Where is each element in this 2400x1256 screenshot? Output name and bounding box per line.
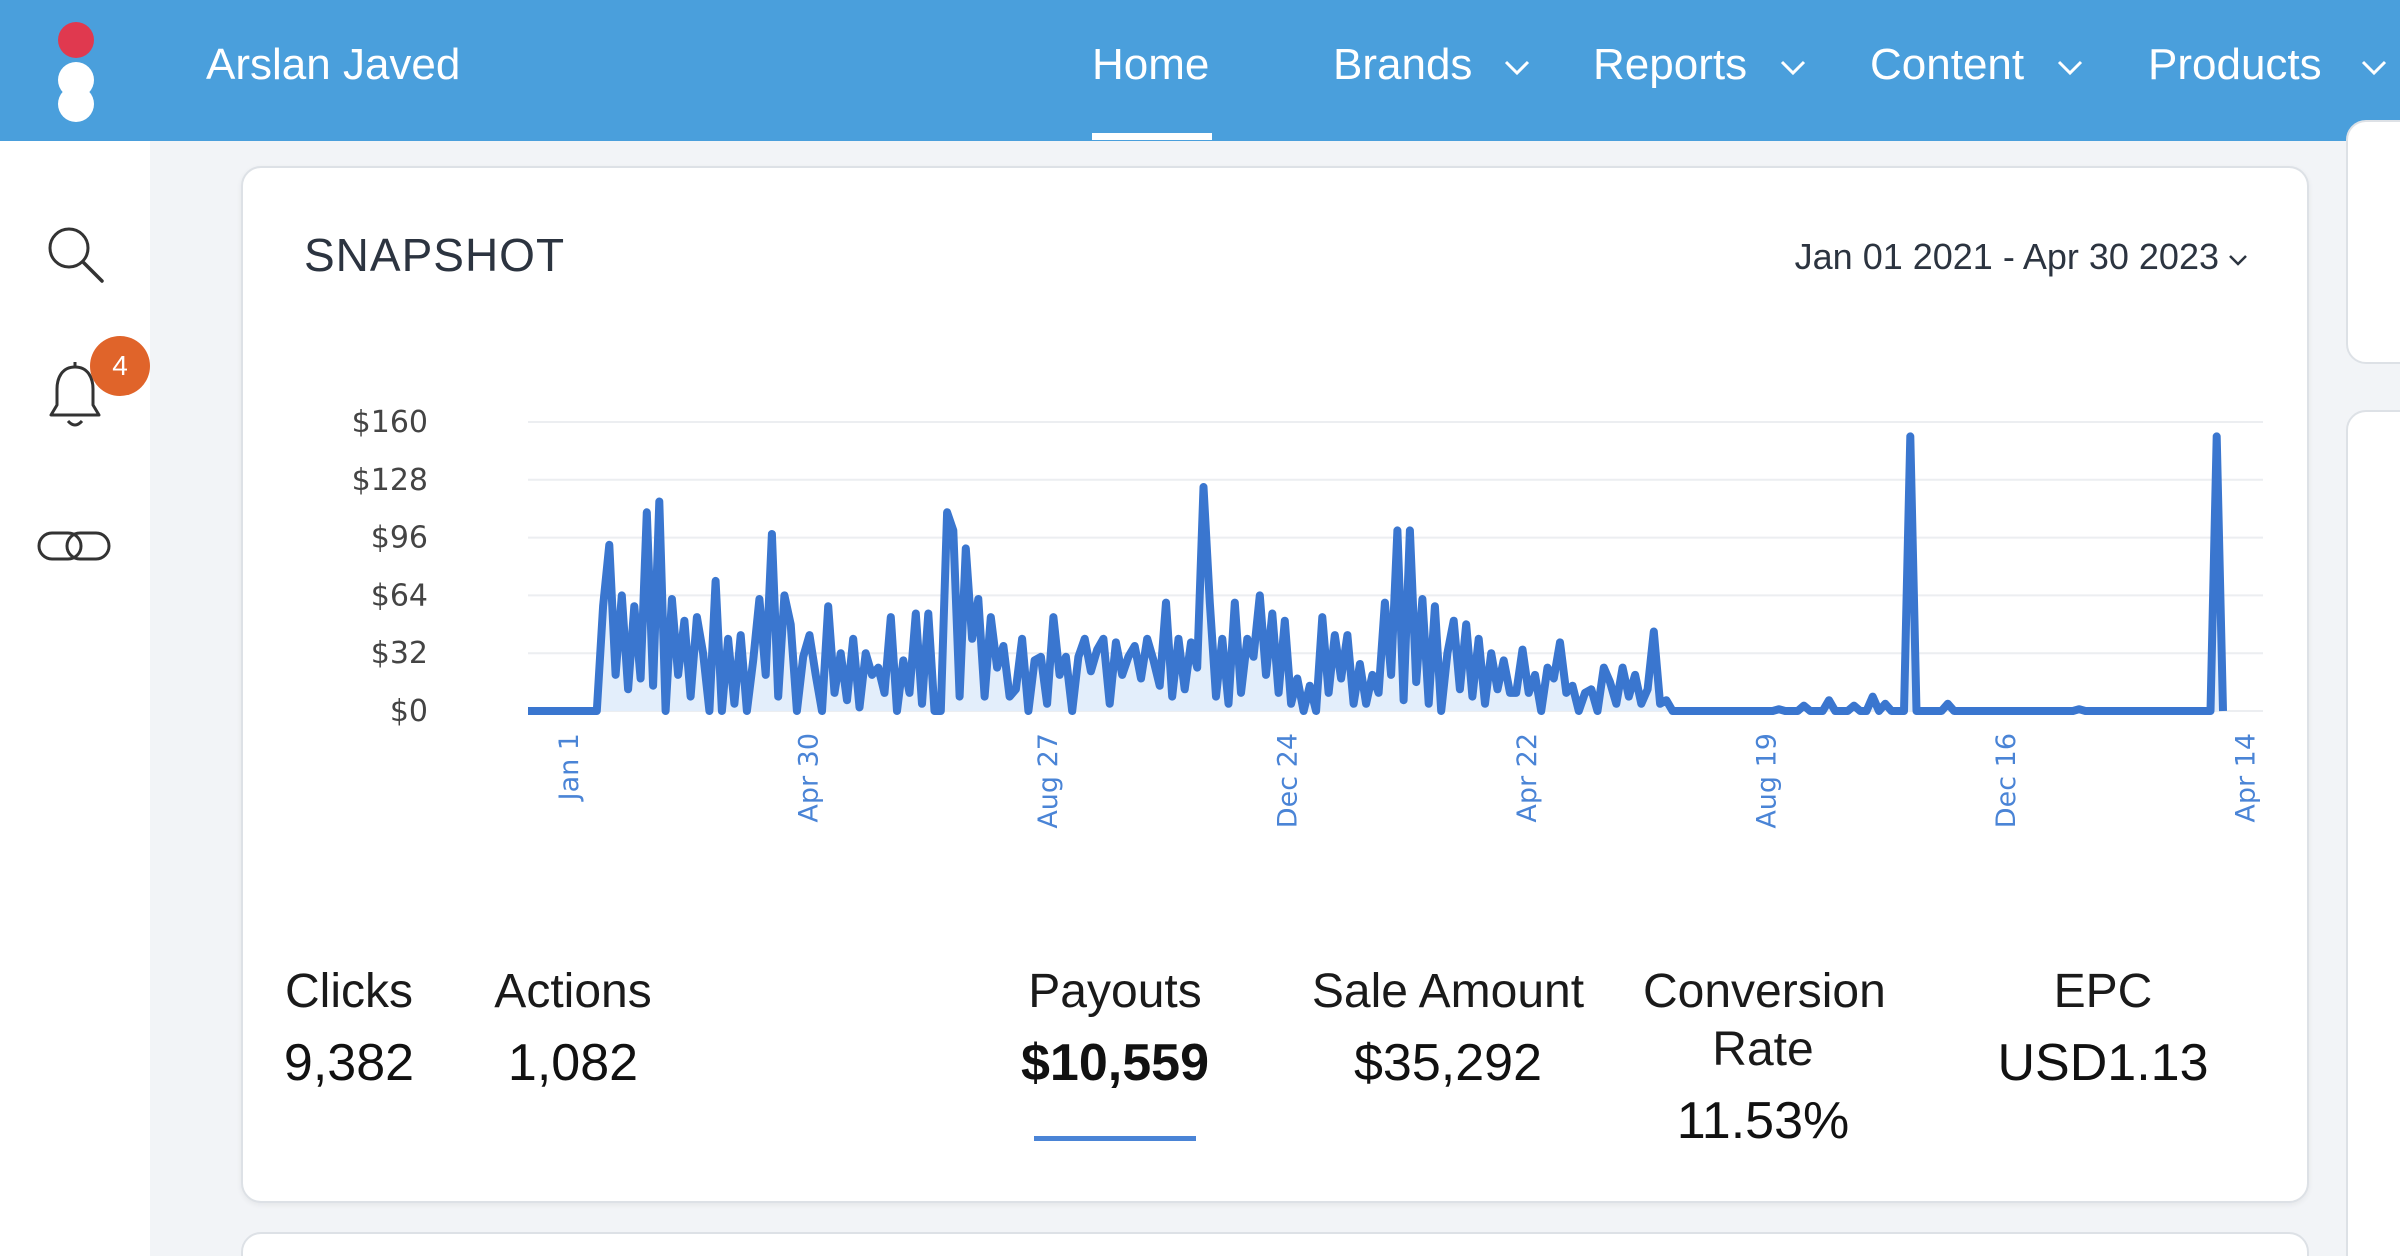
metric-conversion-rate[interactable]: Conversion Rate 11.53% — [1623, 963, 1903, 1151]
metric-sale-amount[interactable]: Sale Amount $35,292 — [1303, 963, 1593, 1093]
metric-label: Clicks — [285, 965, 413, 1018]
sidebar — [0, 141, 150, 1256]
x-tick-label: Jan 1 — [554, 733, 585, 802]
y-tick-label: $96 — [371, 521, 428, 556]
x-tick-label: Apr 22 — [1512, 733, 1543, 823]
y-tick-label: $128 — [352, 463, 428, 498]
snapshot-card: SNAPSHOT Jan 01 2021 - Apr 30 2023 $0 $32… — [241, 166, 2309, 1203]
x-tick-label: Apr 30 — [794, 733, 825, 823]
notification-badge: 4 — [90, 336, 150, 396]
date-range-selector[interactable]: Jan 01 2021 - Apr 30 2023 — [1794, 236, 2219, 277]
nav-products-label: Products — [2148, 40, 2322, 89]
metric-value: $35,292 — [1354, 1034, 1542, 1092]
metric-value: 11.53% — [1676, 1092, 1850, 1150]
x-tick-label: Dec 24 — [1273, 733, 1304, 828]
metric-value: 9,382 — [283, 1034, 415, 1092]
nav-brands[interactable]: Brands — [1333, 0, 1543, 141]
y-tick-label: $160 — [352, 405, 428, 440]
chevron-down-icon[interactable] — [2227, 252, 2249, 268]
x-tick-label: Apr 14 — [2231, 733, 2262, 823]
link-icon[interactable] — [36, 525, 112, 567]
payouts-line-chart: $0 $32 $64 $96 $128 $160 Jan 1 Apr 30 Aug 27 Dec… — [352, 405, 2263, 829]
metric-label: Actions — [494, 965, 652, 1018]
nav-reports[interactable]: Reports — [1593, 0, 1823, 141]
nav-active-underline — [1092, 133, 1212, 140]
y-tick-label: $0 — [390, 694, 428, 729]
metric-actions[interactable]: Actions 1,082 — [473, 963, 673, 1093]
side-card — [2346, 410, 2400, 1256]
bell-icon[interactable] — [48, 361, 102, 431]
next-card — [241, 1232, 2309, 1256]
metric-value: 1,082 — [507, 1034, 639, 1092]
nav-reports-label: Reports — [1593, 40, 1748, 89]
metric-value: USD1.13 — [1997, 1034, 2209, 1092]
chart-series-line — [528, 432, 2227, 715]
metric-epc[interactable]: EPC USD1.13 — [1983, 963, 2223, 1093]
metric-label: Payouts — [1028, 965, 1202, 1018]
search-icon[interactable] — [44, 223, 106, 285]
x-tick-label: Dec 16 — [1991, 733, 2022, 828]
metric-payouts[interactable]: Payouts $10,559 — [1005, 963, 1225, 1093]
logo-dot-red — [58, 22, 94, 58]
nav-content-label: Content — [1870, 40, 2025, 89]
metric-value: $10,559 — [1021, 1034, 1209, 1092]
selected-metric-indicator — [1034, 1136, 1196, 1141]
user-name[interactable]: Arslan Javed — [206, 40, 461, 89]
x-tick-label: Aug 19 — [1752, 733, 1783, 829]
chevron-down-icon — [1780, 60, 1806, 76]
chart-area-fill — [528, 436, 2223, 711]
chevron-down-icon — [2361, 60, 2387, 76]
metric-clicks[interactable]: Clicks 9,382 — [249, 963, 449, 1093]
nav-content[interactable]: Content — [1870, 0, 2100, 141]
y-tick-label: $32 — [371, 636, 428, 671]
metric-label: Sale Amount — [1311, 965, 1585, 1018]
chevron-down-icon — [1504, 60, 1530, 76]
chevron-down-icon — [2057, 60, 2083, 76]
top-bar: Arslan Javed Home Brands Reports Content… — [0, 0, 2400, 141]
nav-products[interactable]: Products — [2148, 0, 2400, 141]
nav-home-label: Home — [1092, 40, 1210, 89]
nav-home[interactable]: Home — [1092, 0, 1214, 141]
y-tick-label: $64 — [371, 578, 428, 613]
side-card — [2346, 120, 2400, 364]
metric-label: Conversion Rate — [1643, 965, 1886, 1076]
metric-label: EPC — [2053, 965, 2153, 1018]
x-tick-label: Aug 27 — [1033, 733, 1064, 829]
nav-brands-label: Brands — [1333, 40, 1473, 89]
card-title: SNAPSHOT — [304, 229, 566, 281]
logo-dot-white — [58, 86, 94, 122]
logo[interactable] — [52, 22, 96, 122]
